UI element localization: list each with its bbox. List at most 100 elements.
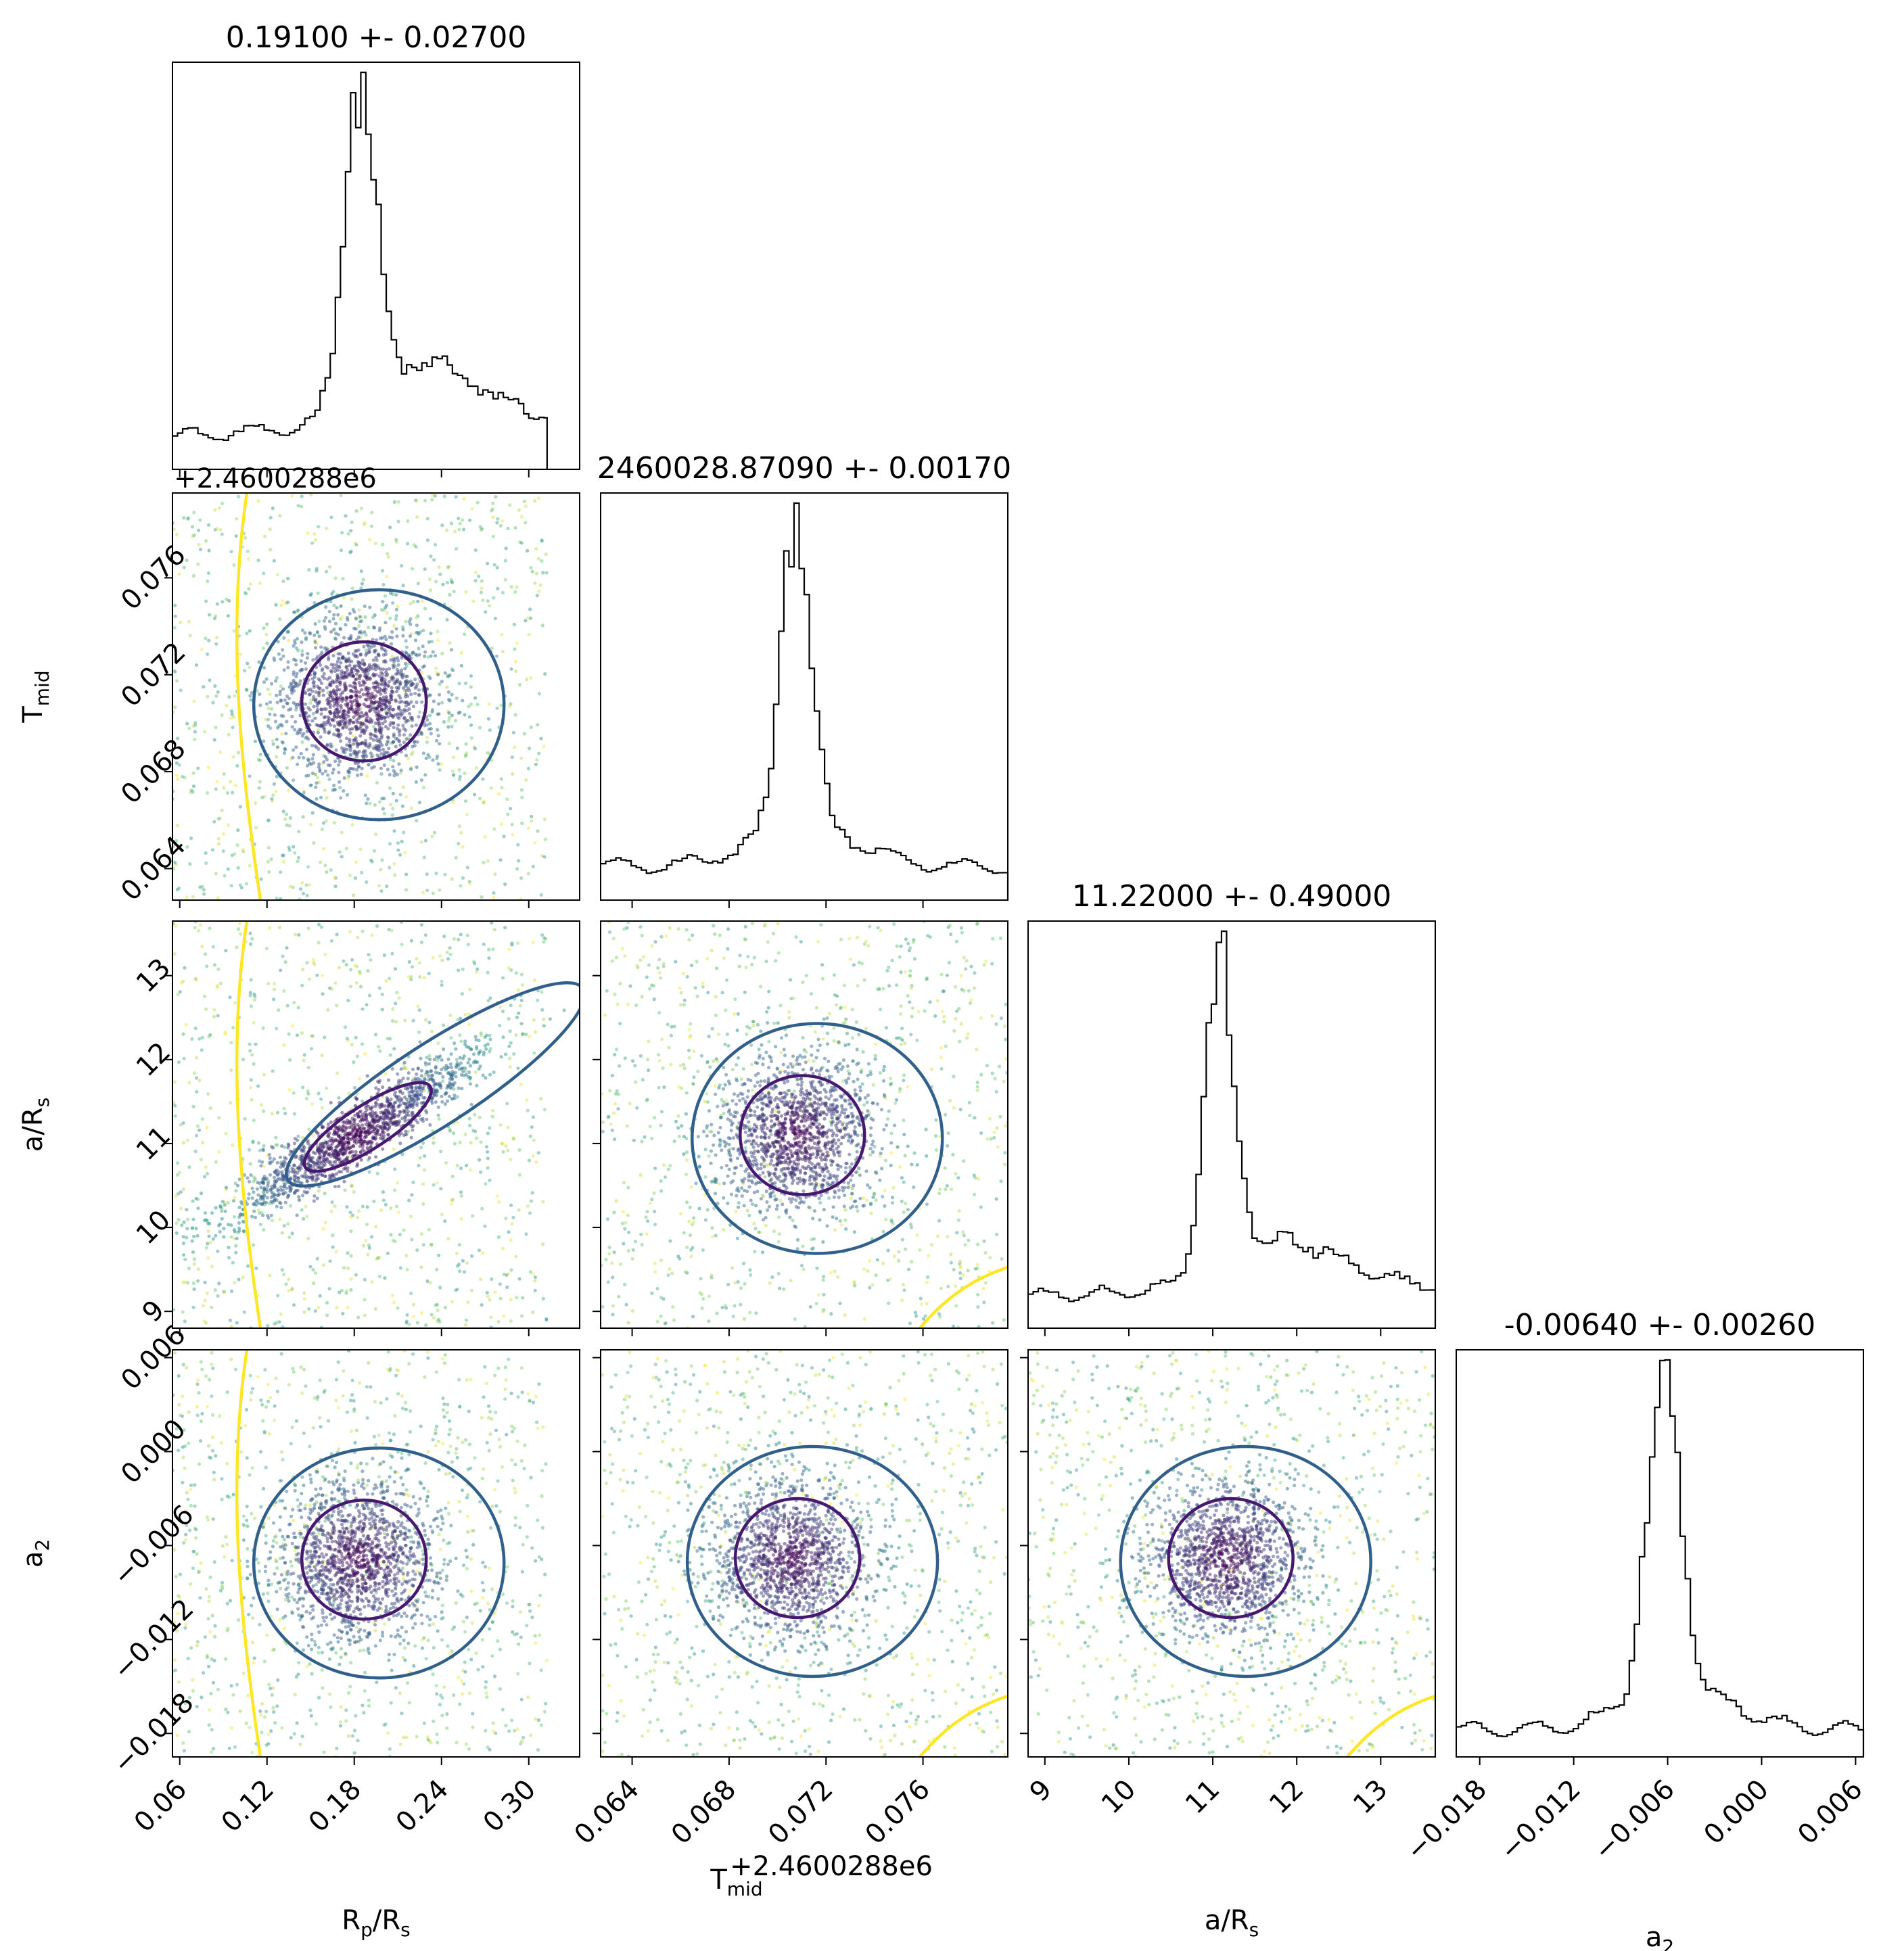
scatter-point [488, 728, 492, 732]
scatter-point [619, 1262, 623, 1267]
scatter-point [699, 1054, 704, 1058]
scatter-point [326, 1140, 330, 1144]
scatter-point [401, 628, 405, 632]
scatter-point [240, 1202, 244, 1206]
scatter-point [220, 808, 224, 812]
scatter-point [210, 1211, 214, 1215]
scatter-point [191, 790, 195, 794]
scatter-point [414, 1085, 419, 1089]
scatter-point [392, 726, 396, 730]
scatter-point [358, 653, 363, 657]
scatter-point [718, 933, 722, 937]
scatter-point [216, 817, 220, 821]
scatter-point [477, 1067, 481, 1071]
scatter-point [307, 568, 311, 572]
scatter-point [270, 1219, 274, 1223]
scatter-point [387, 667, 392, 671]
scatter-point [447, 716, 451, 720]
scatter-point [262, 1227, 266, 1232]
scatter-point [265, 641, 269, 645]
scatter-point [398, 743, 402, 747]
scatter-point [461, 1259, 465, 1263]
scatter-point [363, 1277, 367, 1282]
scatter-point [776, 1240, 781, 1244]
scatter-point [337, 1184, 341, 1188]
scatter-point [299, 751, 303, 755]
scatter-point [429, 640, 434, 644]
contour-outer-level [235, 921, 262, 1328]
scatter-point [487, 702, 491, 706]
scatter-point [418, 1093, 422, 1097]
scatter-point [459, 830, 463, 835]
scatter-point [901, 1283, 906, 1287]
scatter-point [459, 1194, 463, 1198]
scatter-point [416, 1004, 420, 1008]
scatter-point [313, 538, 317, 542]
scatter-point [381, 695, 386, 699]
scatter-point [396, 723, 400, 727]
scatter-point [961, 1230, 965, 1234]
scatter-point [443, 1306, 447, 1310]
scatter-point [185, 1227, 189, 1231]
scatter-point [306, 531, 310, 535]
scatter-point [425, 740, 429, 745]
scatter-point [460, 992, 465, 996]
scatter-point [401, 1101, 406, 1105]
scatter-point [300, 983, 304, 987]
scatter-point [611, 1304, 616, 1308]
scatter-point [462, 1270, 467, 1274]
scatter-point [279, 699, 283, 703]
scatter-point [352, 681, 356, 685]
scatter-point [173, 1104, 177, 1108]
scatter-point [483, 1043, 488, 1048]
scatter-point [519, 876, 524, 880]
scatter-point [359, 722, 363, 726]
scatter-point [409, 977, 413, 981]
scatter-point [384, 743, 389, 747]
scatter-point [316, 724, 320, 728]
scatter-point [349, 1229, 353, 1233]
scatter-point [498, 1296, 503, 1300]
scatter-point [509, 1238, 513, 1242]
scatter-point [361, 1244, 366, 1248]
scatter-point [339, 796, 343, 800]
scatter-point [237, 922, 241, 926]
scatter-point [346, 703, 350, 707]
scatter-point [191, 1217, 195, 1221]
scatter-point [411, 750, 415, 754]
scatter-point [293, 1178, 297, 1183]
scatter-point [175, 839, 179, 843]
scatter-point [304, 747, 309, 751]
scatter-point [352, 1085, 357, 1090]
scatter-point [298, 728, 302, 732]
scatter-point [233, 1281, 237, 1285]
scatter-point [354, 860, 358, 864]
scatter-point [799, 940, 803, 944]
scatter-point [363, 661, 367, 665]
scatter-point [361, 1144, 365, 1148]
scatter-point [181, 1187, 185, 1192]
scatter-point [717, 1182, 721, 1186]
scatter-point [182, 516, 186, 520]
scatter-point [227, 1246, 231, 1250]
scatter-point [344, 514, 348, 518]
scatter-point [396, 1306, 400, 1310]
scatter-point [207, 638, 211, 642]
scatter-point [411, 567, 415, 571]
scatter-point [348, 873, 352, 877]
scatter-point [407, 1113, 411, 1117]
scatter-point [312, 761, 316, 765]
scatter-point [437, 1317, 441, 1321]
scatter-point [628, 984, 632, 988]
scatter-point [335, 606, 339, 610]
scatter-point [419, 1074, 423, 1078]
scatter-point [194, 663, 198, 667]
scatter-point [452, 755, 456, 759]
scatter-point [705, 957, 710, 961]
scatter-point [358, 619, 363, 624]
scatter-point [316, 1173, 320, 1177]
scatter-point [255, 1187, 259, 1191]
scatter-point [484, 1145, 489, 1149]
scatter-point [235, 517, 239, 521]
scatter-point [274, 1143, 278, 1147]
